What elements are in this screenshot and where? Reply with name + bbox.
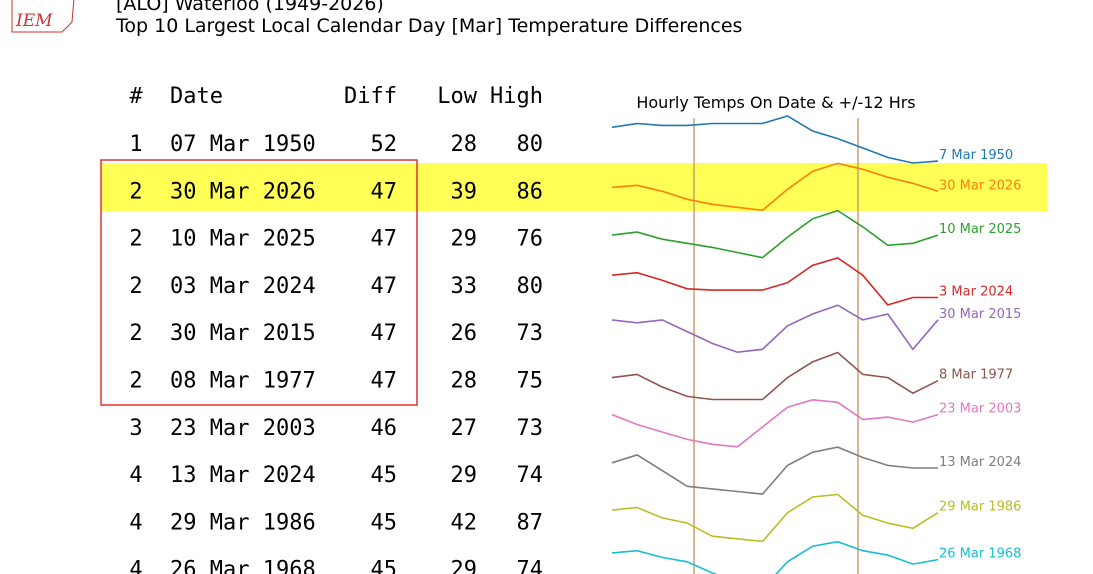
sparkline-label: 29 Mar 1986 [939, 500, 1021, 515]
cell: 3 [129, 416, 142, 441]
cell: 2 [129, 274, 142, 299]
sparkline [611, 209, 939, 259]
sparkline [611, 446, 938, 495]
highlight [101, 163, 1047, 211]
cell: 4 [129, 463, 142, 488]
cell: 30 Mar 2026 [170, 179, 316, 204]
cell: 29 [451, 227, 478, 252]
cell: 74 [517, 463, 544, 488]
cell: 29 [451, 463, 478, 488]
cell: 4 [129, 558, 142, 574]
sparkline-label: 8 Mar 1977 [939, 368, 1013, 383]
column-header: Low [437, 84, 477, 109]
cell: 47 [371, 227, 398, 252]
sparkline-title: Hourly Temps On Date & +/-12 Hrs [636, 93, 915, 112]
station: [ALO] Waterloo (1949-2026) [116, 0, 384, 15]
sparkline-label: 7 Mar 1950 [939, 148, 1013, 163]
sparkline [611, 115, 939, 164]
cell: 80 [517, 132, 544, 157]
cell: 23 Mar 2003 [170, 416, 316, 441]
sparkline-label: 26 Mar 1968 [939, 547, 1021, 562]
cell: 07 Mar 1950 [170, 132, 316, 157]
cell: 26 Mar 1968 [170, 558, 316, 574]
table: # Date Diff Low High 1 07 Mar 1950 52 28 80 2 30 Ma… [129, 84, 543, 574]
cell: 33 [451, 274, 478, 299]
sparkline [611, 540, 939, 574]
cell: 45 [371, 558, 398, 574]
title: Top 10 Largest Local Calendar Day [Mar] … [115, 15, 742, 37]
tie-box [100, 159, 418, 406]
sparkline [611, 304, 939, 354]
cell: 42 [451, 510, 478, 535]
cell: 10 Mar 2025 [170, 227, 316, 252]
sparkline [611, 351, 939, 401]
column-header: Diff [344, 84, 397, 109]
cell: 86 [517, 179, 544, 204]
cell: 73 [517, 321, 544, 346]
sparkline [611, 257, 938, 306]
sparkline-label: 30 Mar 2026 [939, 178, 1021, 193]
column-header: # [129, 84, 143, 109]
column-header: High [490, 84, 543, 109]
cell: 47 [371, 369, 398, 394]
sparklines: 7 Mar 1950 30 Mar 2026 10 Mar 2025 3 Mar 20… [611, 115, 1021, 574]
cell: 76 [517, 227, 544, 252]
cell: 45 [371, 510, 398, 535]
cell: 74 [517, 558, 544, 574]
sparkline-label: 30 Mar 2015 [939, 307, 1021, 322]
cell: 47 [371, 274, 398, 299]
cell: 13 Mar 2024 [170, 463, 316, 488]
cell: 45 [371, 463, 398, 488]
cell: 4 [129, 510, 142, 535]
sparkline-label: 10 Mar 2025 [939, 222, 1021, 237]
cell: 29 [451, 558, 478, 574]
sparkline-label: 3 Mar 2024 [939, 284, 1013, 299]
cell: 87 [517, 510, 544, 535]
cell: 80 [517, 274, 544, 299]
cell: 39 [451, 179, 478, 204]
column-header: Date [170, 84, 223, 109]
cell: 28 [451, 132, 478, 157]
cell: 27 [451, 416, 478, 441]
logo-outline [11, 0, 75, 33]
cell: 28 [451, 369, 478, 394]
cell: 2 [129, 227, 142, 252]
cell: 75 [517, 369, 544, 394]
cell: 2 [129, 321, 142, 346]
sparkline-label: 23 Mar 2003 [939, 402, 1021, 417]
cell: 30 Mar 2015 [170, 321, 316, 346]
cell: 03 Mar 2024 [170, 274, 316, 299]
cell: 1 [129, 132, 142, 157]
cell: 08 Mar 1977 [170, 369, 316, 394]
cell: 47 [371, 321, 398, 346]
logo: IEM [15, 11, 53, 31]
sparkline [611, 493, 939, 543]
cell: 47 [371, 179, 398, 204]
cell: 2 [129, 369, 142, 394]
cell: 52 [371, 132, 398, 157]
cell: 26 [451, 321, 478, 346]
sparkline [611, 398, 939, 448]
cell: 46 [371, 416, 398, 441]
sparkline-label: 13 Mar 2024 [939, 455, 1021, 470]
cell: 29 Mar 1986 [170, 510, 316, 535]
cell: 73 [517, 416, 544, 441]
sparkline [611, 162, 939, 212]
cell: 2 [129, 179, 142, 204]
